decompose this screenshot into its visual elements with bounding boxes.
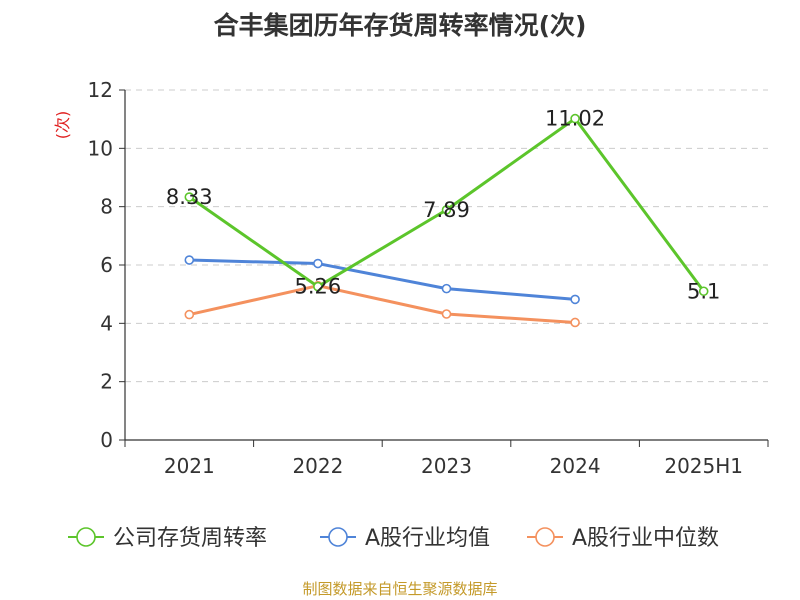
data-point bbox=[570, 113, 580, 124]
y-axis-label: (次) bbox=[53, 111, 72, 140]
data-label: 11.02 bbox=[545, 107, 605, 131]
chart-title: 合丰集团历年存货周转率情况(次) bbox=[213, 11, 587, 40]
data-point bbox=[184, 255, 195, 265]
y-tick-label: 6 bbox=[100, 253, 113, 277]
data-point bbox=[570, 317, 580, 328]
data-point bbox=[441, 283, 452, 294]
y-tick-label: 4 bbox=[100, 311, 113, 335]
data-label: 5.26 bbox=[295, 275, 342, 299]
data-source: 制图数据来自恒生聚源数据库 bbox=[302, 580, 498, 598]
legend-marker bbox=[328, 527, 348, 547]
series-line bbox=[189, 258, 576, 301]
x-tick-label: 2022 bbox=[292, 454, 343, 478]
data-point bbox=[313, 281, 323, 292]
legend-label: 公司存货周转率 bbox=[113, 526, 267, 551]
data-point bbox=[570, 294, 580, 305]
x-tick-label: 2025H1 bbox=[664, 454, 743, 478]
series-line bbox=[188, 284, 576, 324]
x-tick-label: 2021 bbox=[164, 454, 215, 478]
legend-label: A股行业均值 bbox=[365, 526, 490, 551]
y-tick-label: 8 bbox=[100, 195, 113, 219]
data-point bbox=[184, 309, 195, 320]
data-label: 5.1 bbox=[687, 279, 720, 303]
data-point bbox=[698, 286, 709, 297]
data-point bbox=[441, 205, 452, 215]
data-point bbox=[184, 192, 195, 202]
legend-marker bbox=[535, 527, 555, 547]
x-tick-label: 2023 bbox=[421, 454, 472, 478]
data-label: 7.89 bbox=[423, 198, 470, 222]
x-tick-label: 2024 bbox=[550, 454, 601, 478]
y-tick-label: 0 bbox=[100, 428, 113, 452]
y-tick-label: 2 bbox=[100, 370, 113, 394]
data-point bbox=[313, 258, 323, 269]
legend-marker bbox=[76, 527, 96, 547]
data-point bbox=[441, 309, 452, 319]
data-label: 8.33 bbox=[166, 185, 213, 209]
y-tick-label: 10 bbox=[88, 136, 113, 160]
y-tick-label: 12 bbox=[88, 78, 113, 102]
legend-label: A股行业中位数 bbox=[572, 526, 719, 551]
